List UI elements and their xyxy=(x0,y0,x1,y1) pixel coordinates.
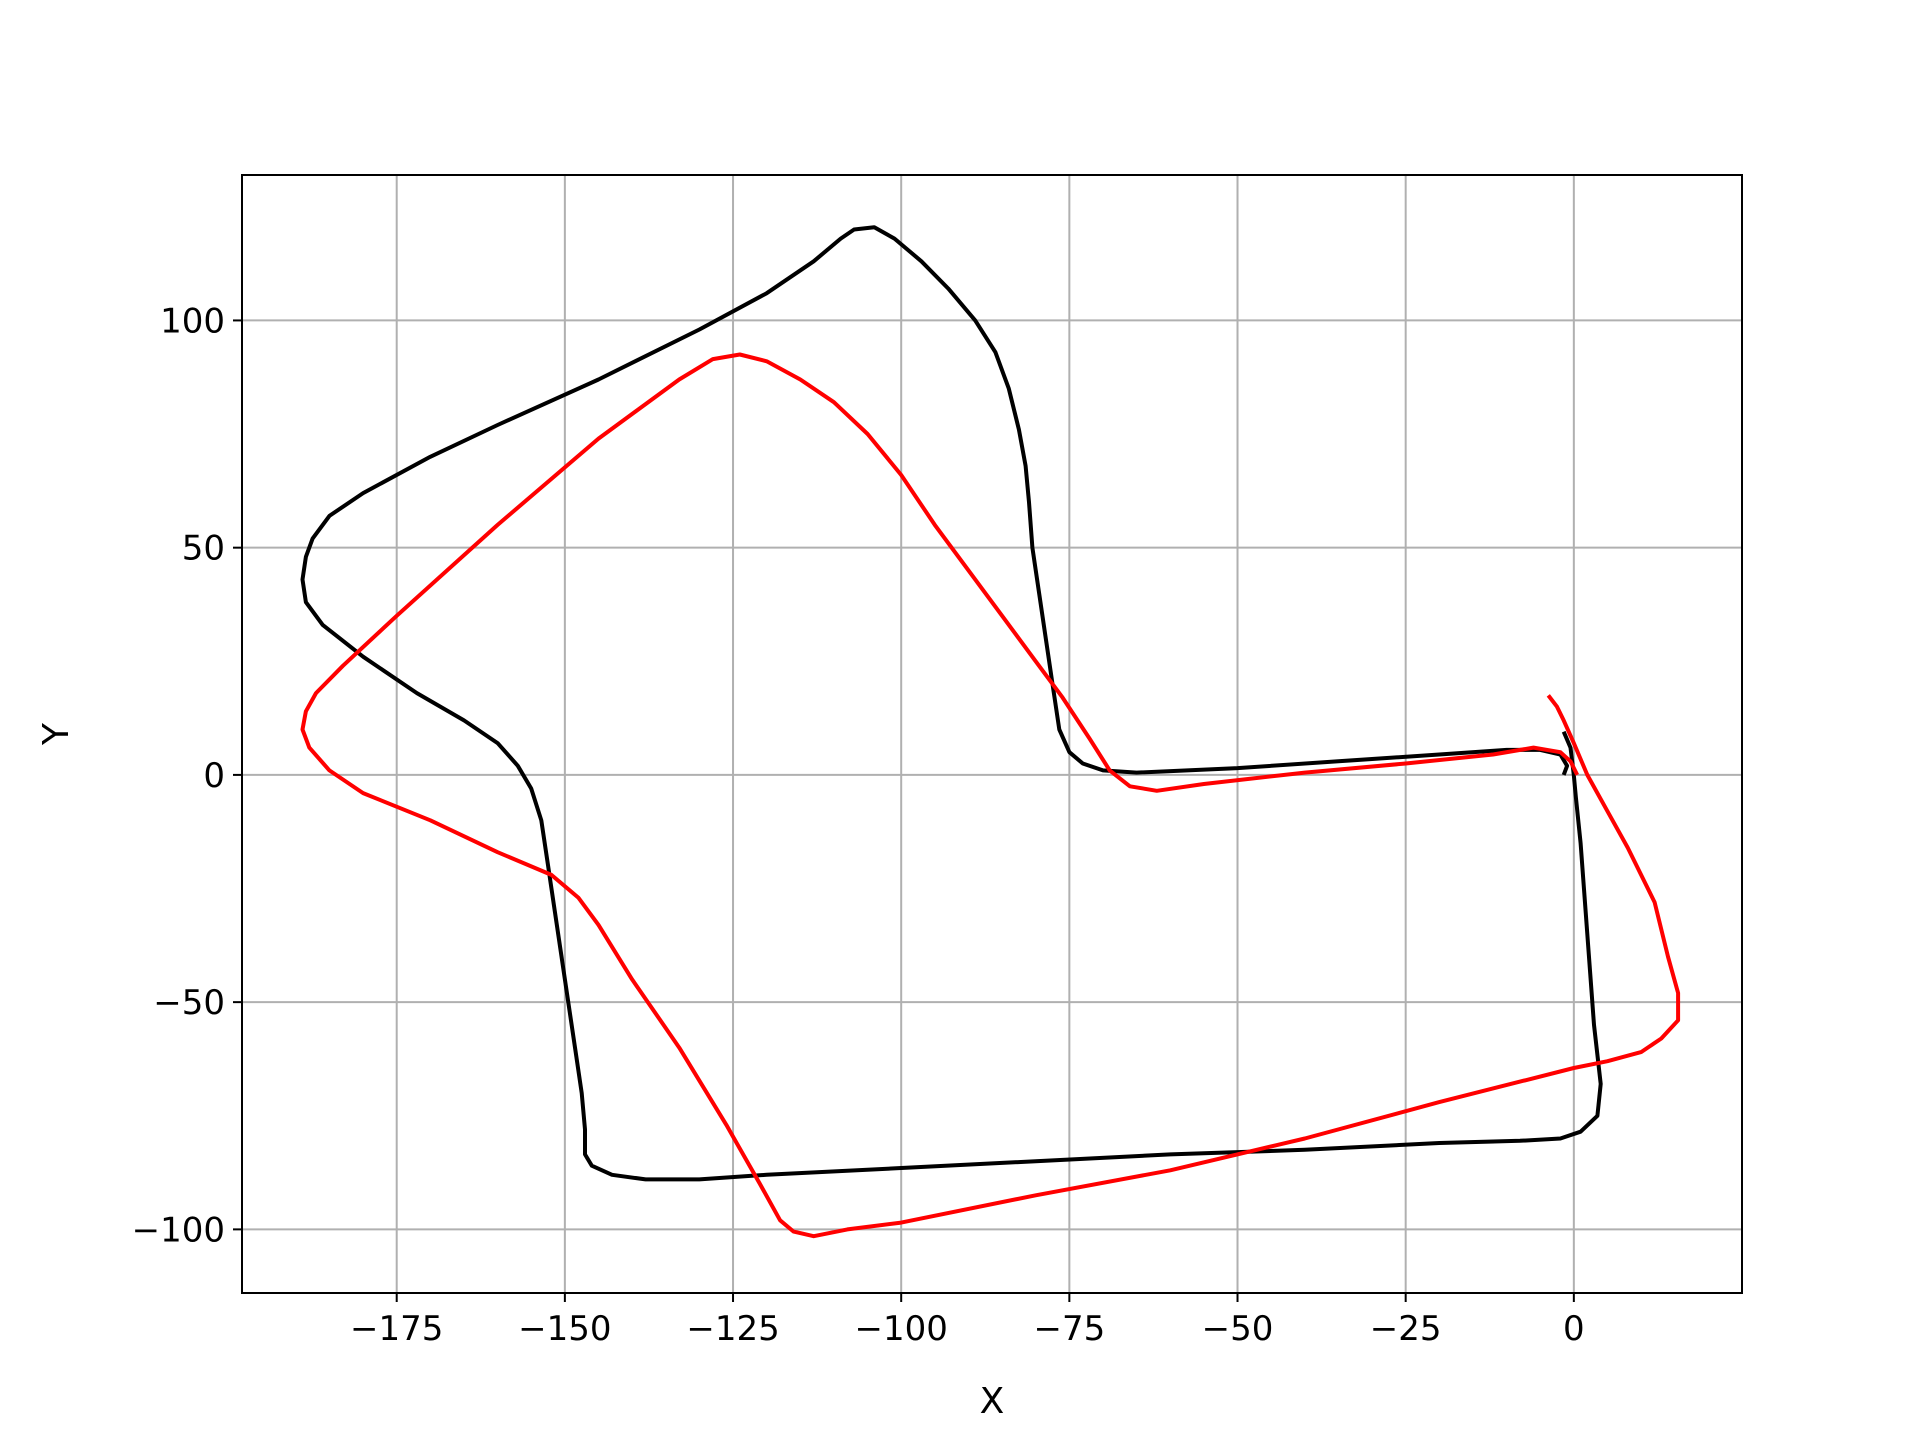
y-tick-label: 50 xyxy=(182,529,225,569)
x-tick-label: −75 xyxy=(1033,1309,1105,1349)
grid xyxy=(242,175,1742,1293)
x-tick-label: −150 xyxy=(518,1309,611,1349)
y-tick-label: −50 xyxy=(153,983,225,1023)
y-tick-label: 100 xyxy=(160,301,225,341)
x-tick-label: −100 xyxy=(854,1309,947,1349)
y-tick-label: −100 xyxy=(132,1210,225,1250)
x-tick-label: −25 xyxy=(1370,1309,1442,1349)
plot-frame xyxy=(241,174,1743,1294)
x-tick-label: 0 xyxy=(1563,1309,1585,1349)
x-tick-label: −125 xyxy=(686,1309,779,1349)
x-tick-label: −175 xyxy=(350,1309,443,1349)
y-axis-label: Y xyxy=(36,722,77,746)
ticks: −175 −150 −125 −100 −75 −50 −25 0 −100 −50 0 50 100 xyxy=(132,301,1585,1349)
y-tick-label: 0 xyxy=(203,756,225,796)
series-line-2 xyxy=(300,352,1681,1239)
x-tick-label: −50 xyxy=(1202,1309,1274,1349)
series-group xyxy=(300,225,1681,1239)
x-axis-label: X xyxy=(980,1381,1005,1422)
series-line-1 xyxy=(300,225,1603,1182)
